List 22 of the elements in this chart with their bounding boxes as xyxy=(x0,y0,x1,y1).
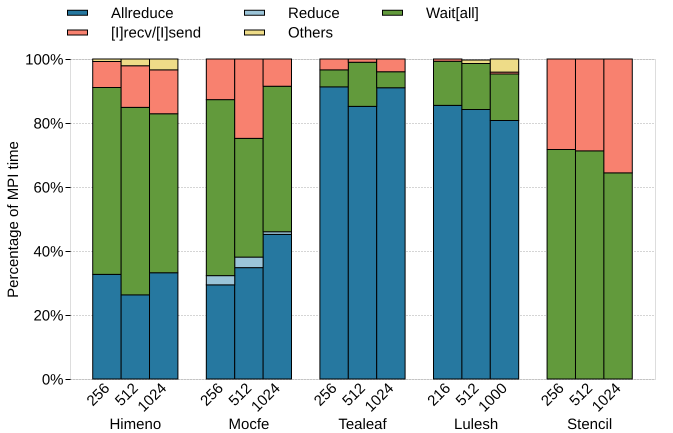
text: Himeno xyxy=(109,416,162,433)
x-tick-label: 256 xyxy=(197,380,227,410)
legend-label: Wait[all] xyxy=(426,4,479,22)
y-tick-label: 20% xyxy=(33,308,64,324)
text: Lulesh xyxy=(454,416,498,433)
x-tick-label: 256 xyxy=(84,380,114,410)
text: Mocfe xyxy=(228,416,270,433)
legend-label: Reduce xyxy=(288,4,340,22)
y-tick-label: 100% xyxy=(25,52,64,68)
legend-label: Allreduce xyxy=(111,4,174,22)
y-tick-label: 0% xyxy=(42,372,64,388)
x-tick-label: 216 xyxy=(424,380,454,410)
y-axis-title: Percentage of MPI time xyxy=(5,141,22,298)
text: Tealeaf xyxy=(338,416,388,433)
y-tick-label: 40% xyxy=(33,244,64,260)
text: Stencil xyxy=(567,416,612,433)
x-tick-label: 256 xyxy=(310,380,340,410)
y-tick-label: 60% xyxy=(33,180,64,196)
y-tick-label: 80% xyxy=(33,116,64,132)
x-tick-label: 256 xyxy=(538,380,568,410)
legend-label: Others xyxy=(288,24,334,42)
legend-label: [I]recv/[I]send xyxy=(111,24,202,42)
